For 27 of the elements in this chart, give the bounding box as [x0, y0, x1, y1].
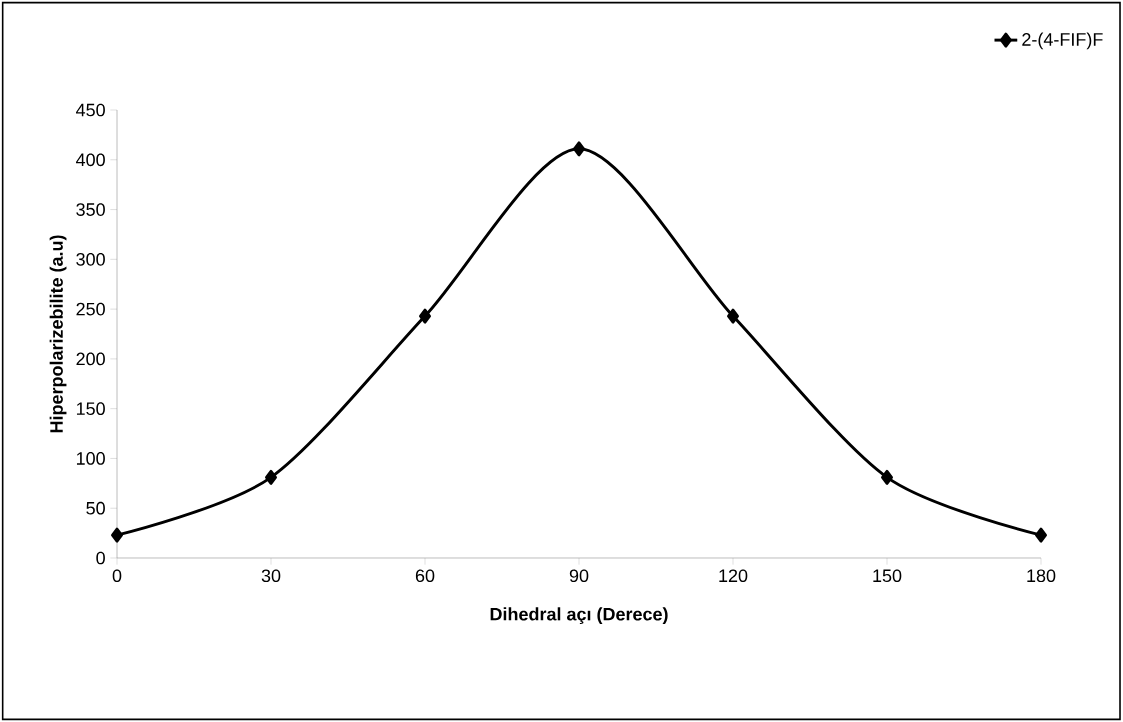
y-tick-label: 250 [76, 302, 105, 316]
y-tick-label: 300 [76, 252, 105, 266]
point [573, 141, 585, 157]
y-axis-title: Hiperpolarizebilite (a.u) [49, 235, 67, 433]
x-tick-label: 120 [719, 569, 748, 583]
y-tick-label: 150 [76, 402, 105, 416]
point [1035, 527, 1047, 543]
point [265, 469, 277, 485]
y-tick-label: 0 [96, 551, 105, 565]
point [111, 527, 123, 543]
x-tick-label: 30 [261, 569, 281, 583]
y-tick-label: 50 [86, 501, 105, 515]
y-tick-label: 450 [76, 103, 105, 117]
x-tick-label: 90 [569, 569, 589, 583]
point [727, 308, 739, 324]
x-axis-title: Dihedral açı (Derece) [490, 607, 668, 625]
y-tick-label: 350 [76, 203, 105, 216]
point [419, 308, 431, 324]
legend-label: 2-(4-FIF)F [1022, 32, 1103, 50]
x-tick-label: 60 [415, 569, 435, 583]
y-tick-label: 100 [76, 452, 105, 465]
point [881, 469, 893, 485]
x-tick-label: 180 [1027, 569, 1056, 583]
x-tick-label: 0 [112, 569, 122, 583]
x-tick-label: 150 [873, 569, 902, 583]
y-tick-label: 200 [76, 352, 105, 366]
y-tick-label: 400 [76, 153, 105, 167]
